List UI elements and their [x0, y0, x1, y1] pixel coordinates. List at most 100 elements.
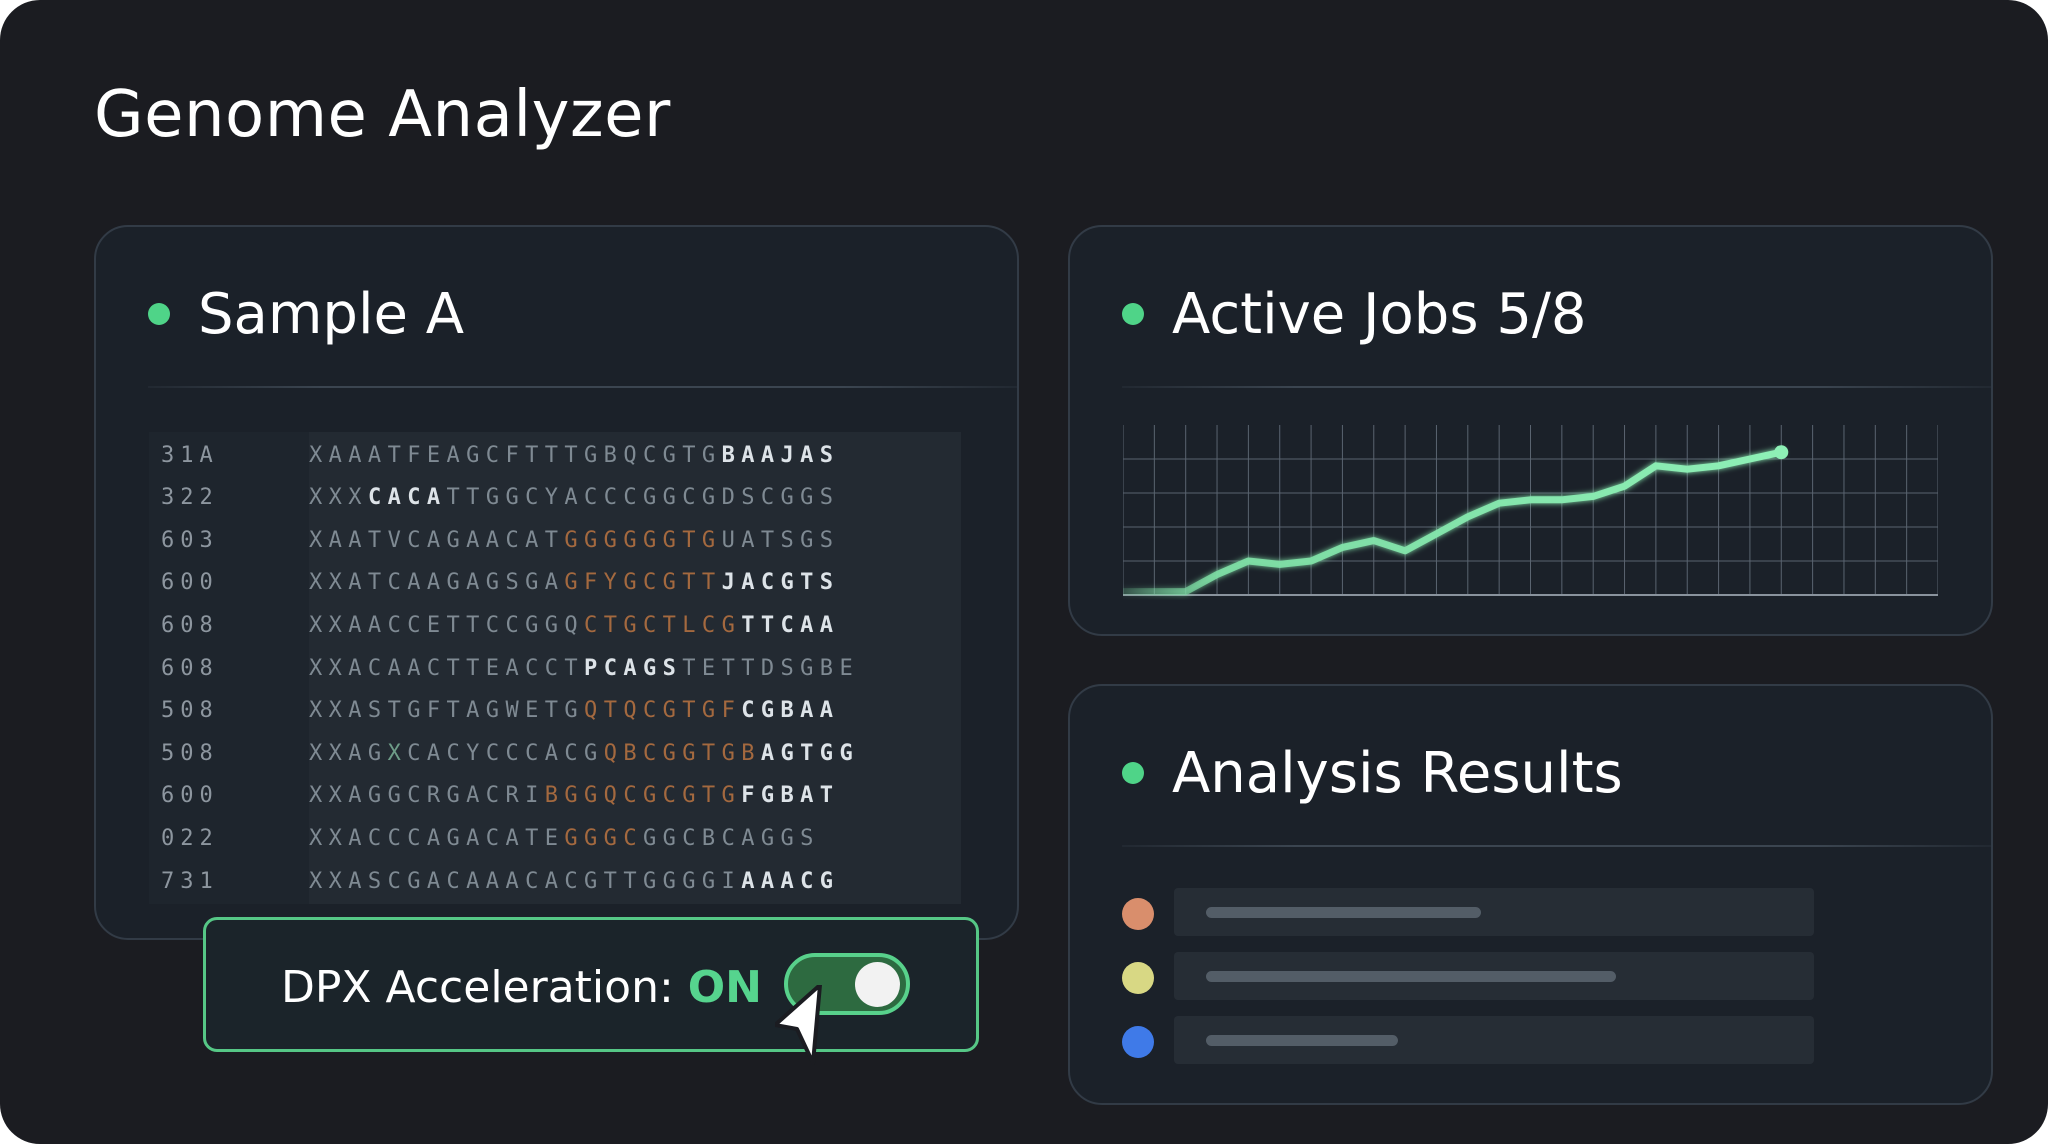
sequence-row: 600 XXAGGCRGACRIBGGQCGCGTGFGBAT — [149, 775, 839, 817]
sequence-row: 608 XXAACCETTCCGGQCTGCTLCGTTCAA — [149, 604, 839, 646]
base-run: GGGC — [564, 825, 643, 851]
sequence-bases: XXAGXCACYCCCACGQBCGGTGBAGTGG — [309, 741, 859, 766]
sequence-bases: XXACAACTTEACCTPCAGSTETTDSGBE — [309, 656, 859, 681]
jobs-panel-header: Active Jobs 5/8 — [1122, 279, 1586, 349]
base-run: XXASTGFTAGWETG — [309, 698, 585, 724]
results-panel-header: Analysis Results — [1122, 738, 1623, 808]
base-run: GFYGCGTT — [564, 570, 722, 596]
base-run: FGBAT — [741, 783, 840, 809]
series-end-point — [1774, 445, 1789, 460]
status-dot — [1122, 303, 1144, 325]
results-panel-title: Analysis Results — [1172, 740, 1623, 806]
base-run: GGGGGGTG — [564, 527, 722, 553]
mouse-cursor-icon — [775, 985, 822, 1065]
result-bar — [1174, 888, 1814, 936]
divider — [1122, 386, 1991, 388]
sequence-row-number: 31A — [161, 442, 219, 468]
sequence-row-number: 508 — [161, 698, 219, 724]
result-bar-fill — [1206, 1035, 1398, 1046]
sequence-bases: XXAACCETTCCGGQCTGCTLCGTTCAA — [309, 613, 839, 638]
sequence-row-number: 322 — [161, 485, 219, 511]
chart-grid — [1123, 425, 1938, 596]
result-bar — [1174, 952, 1814, 1000]
sequence-row-number: 731 — [161, 868, 219, 894]
series-line — [1123, 448, 1785, 596]
sequence-row-number: 603 — [161, 527, 219, 553]
base-run: QBCGGTGB — [603, 740, 761, 766]
toggle-state-text: ON — [687, 962, 762, 1013]
sequence-row: 508 XXAGXCACYCCCACGQBCGGTGBAGTGG — [149, 732, 859, 774]
sequence-row-number: 600 — [161, 570, 219, 596]
base-run: TTCAA — [741, 612, 840, 638]
sequence-row: 608 XXACAACTTEACCTPCAGSTETTDSGBE — [149, 647, 859, 689]
sequence-row-number: 608 — [161, 612, 219, 638]
base-run: JACGTS — [721, 570, 840, 596]
base-run: CTGCTLCG — [584, 612, 742, 638]
base-run: QTQCGTGF — [584, 698, 742, 724]
base-run: XAATVCAGAACAT — [309, 527, 565, 553]
base-run: TETTDSGBE — [682, 655, 860, 681]
sequence-bases: XXXCACATTGGCYACCCGGCGDSCGGS — [309, 485, 839, 510]
sample-panel-header: Sample A — [148, 279, 464, 349]
sequence-bases: XXASTGFTAGWETGQTQCGTGFCGBAA — [309, 698, 839, 723]
sequence-bases: XXASCGACAAACACGTTGGGGIAAACG — [309, 869, 839, 894]
sequence-bases: XXATCAAGAGSGAGFYGCGTTJACGTS — [309, 570, 839, 595]
base-run: XXAG — [309, 740, 388, 766]
sequence-row-number: 600 — [161, 783, 219, 809]
base-run: EAGCFTTTGBQCGTG — [426, 442, 722, 468]
base-run: CACYCCCACG — [407, 740, 604, 766]
sequence-viewer[interactable]: 31A XAAATFEAGCFTTTGBQCGTGBAAJAS 322 XXXCACA… — [149, 432, 961, 904]
base-run: TTGGCYACCCGGCGDSCGGS — [446, 485, 840, 511]
base-run: UATSGS — [721, 527, 840, 553]
sequence-row-number: 022 — [161, 825, 219, 851]
sequence-body — [309, 432, 961, 904]
sample-panel: Sample A 31A XAAATFEAGCFTTTGBQCGTGBAAJAS 3… — [94, 225, 1019, 940]
dpx-acceleration-label: DPX Acceleration: ON — [281, 962, 762, 1013]
result-bar-fill — [1206, 971, 1616, 982]
result-status-dot — [1122, 898, 1154, 930]
analysis-results-panel: Analysis Results — [1068, 684, 1993, 1105]
base-run: XXAGGCRGACRI — [309, 783, 545, 809]
base-run: XXASCGACAAACACGTTGGGGI — [309, 868, 742, 894]
result-bar — [1174, 1016, 1814, 1064]
sequence-row-number: 608 — [161, 655, 219, 681]
base-run: BAAJAS — [721, 442, 840, 468]
sample-panel-title: Sample A — [198, 281, 465, 347]
base-run: PCAGS — [584, 655, 683, 681]
base-run: XXATCAAGAGSGA — [309, 570, 565, 596]
base-run: X — [387, 740, 408, 766]
sequence-row: 31A XAAATFEAGCFTTTGBQCGTGBAAJAS — [149, 434, 839, 476]
sequence-row: 603 XAATVCAGAACATGGGGGGTGUATSGS — [149, 519, 839, 561]
base-run: XXACAACTTEACCT — [309, 655, 585, 681]
result-bar-fill — [1206, 907, 1482, 918]
divider — [148, 386, 1017, 388]
sequence-row: 731 XXASCGACAAACACGTTGGGGIAAACG — [149, 860, 839, 902]
sequence-bases: XXAGGCRGACRIBGGQCGCGTGFGBAT — [309, 783, 839, 808]
base-run: XAAATF — [309, 442, 427, 468]
base-run: AAACG — [741, 868, 840, 894]
sequence-row: 022 XXACCCAGACATEGGGCGGCBCAGGS — [149, 817, 820, 859]
sequence-row: 600 XXATCAAGAGSGAGFYGCGTTJACGTS — [149, 562, 839, 604]
toggle-knob[interactable] — [855, 962, 900, 1007]
base-run: AGTGG — [760, 740, 860, 766]
sequence-bases: XAATVCAGAACATGGGGGGTGUATSGS — [309, 528, 839, 553]
sequence-bases: XAAATFEAGCFTTTGBQCGTGBAAJAS — [309, 443, 839, 468]
sequence-row: 322 XXXCACATTGGCYACCCGGCGDSCGGS — [149, 477, 839, 519]
app-title: Genome Analyzer — [94, 78, 671, 152]
base-run: CGBAA — [741, 698, 840, 724]
dpx-acceleration-card: DPX Acceleration: ON — [203, 917, 979, 1052]
sequence-row: 508 XXASTGFTAGWETGQTQCGTGFCGBAA — [149, 690, 839, 732]
base-run: CACA — [367, 485, 447, 511]
sequence-row-number: 508 — [161, 740, 219, 766]
toggle-label-text: DPX Acceleration: — [281, 962, 688, 1013]
base-run: XXX — [309, 485, 368, 511]
base-run: GGCBCAGGS — [642, 825, 820, 851]
status-dot — [1122, 762, 1144, 784]
base-run: XXACCCAGACATE — [309, 825, 565, 851]
result-status-dot — [1122, 962, 1154, 994]
status-dot — [148, 303, 170, 325]
base-run: XXAACCETTCCGGQ — [309, 612, 585, 638]
jobs-panel-title: Active Jobs 5/8 — [1172, 281, 1587, 347]
base-run: BGGQCGCGTG — [544, 783, 742, 809]
